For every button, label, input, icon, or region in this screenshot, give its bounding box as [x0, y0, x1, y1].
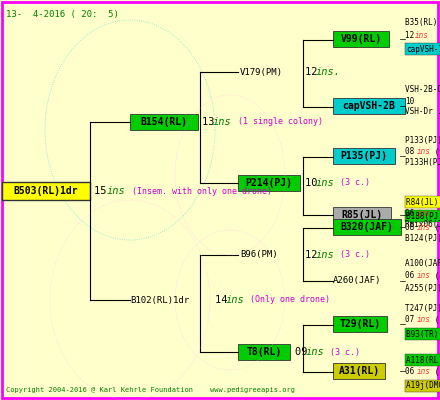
Text: ins: ins	[306, 347, 325, 357]
Text: VSH-Dr .08G0 -VSH-Pool-AR: VSH-Dr .08G0 -VSH-Pool-AR	[405, 108, 440, 116]
Text: B320(JAF): B320(JAF)	[341, 222, 393, 232]
Text: R84(JL) .04: R84(JL) .04	[406, 198, 440, 206]
Text: (Insem. with only one drone): (Insem. with only one drone)	[122, 186, 272, 196]
FancyBboxPatch shape	[405, 43, 440, 55]
Text: B35(RL) .11: B35(RL) .11	[405, 18, 440, 26]
Text: T8(RL): T8(RL)	[246, 347, 282, 357]
FancyBboxPatch shape	[130, 114, 198, 130]
Text: B102(RL)1dr: B102(RL)1dr	[130, 296, 189, 304]
FancyBboxPatch shape	[238, 175, 300, 191]
Text: 10: 10	[305, 178, 324, 188]
Text: 06: 06	[405, 368, 419, 376]
Text: ins: ins	[107, 186, 126, 196]
Text: 06: 06	[405, 272, 419, 280]
FancyBboxPatch shape	[333, 207, 391, 223]
Text: A118(RL) .04: A118(RL) .04	[406, 356, 440, 364]
Text: P135(PJ): P135(PJ)	[341, 151, 388, 161]
Text: Copyright 2004-2016 @ Karl Kehrle Foundation    www.pedigreeapis.org: Copyright 2004-2016 @ Karl Kehrle Founda…	[6, 387, 295, 393]
Text: 13: 13	[202, 117, 221, 127]
Text: P133H(PJ) .053 -PrimGreen00: P133H(PJ) .053 -PrimGreen00	[405, 158, 440, 168]
Text: ins: ins	[417, 316, 431, 324]
Text: 12: 12	[405, 30, 419, 40]
FancyBboxPatch shape	[333, 148, 395, 164]
Text: ins: ins	[417, 148, 431, 156]
Text: A100(JAF) .04G3 -Bayburt98-3: A100(JAF) .04G3 -Bayburt98-3	[405, 260, 440, 268]
Text: ins: ins	[417, 224, 431, 232]
Text: 08: 08	[405, 148, 419, 156]
Text: ins: ins	[417, 272, 431, 280]
FancyBboxPatch shape	[405, 380, 440, 392]
Text: P133(PJ) .05G3 -PrimGreen00: P133(PJ) .05G3 -PrimGreen00	[405, 136, 440, 144]
Text: ins.: ins.	[316, 67, 341, 77]
Text: (3 c.): (3 c.)	[330, 250, 370, 260]
Text: 08: 08	[405, 224, 419, 232]
Text: (some sister colonies): (some sister colonies)	[430, 316, 440, 324]
FancyBboxPatch shape	[405, 354, 440, 366]
Text: B93(TR) .04: B93(TR) .04	[406, 330, 440, 338]
Text: A255(PJ) .02: A255(PJ) .02	[405, 284, 440, 292]
Text: 07: 07	[405, 316, 419, 324]
Text: VSH-2B-Q .09: VSH-2B-Q .09	[405, 84, 440, 94]
Text: A260(JAF): A260(JAF)	[333, 276, 381, 286]
FancyBboxPatch shape	[333, 31, 389, 47]
FancyBboxPatch shape	[405, 210, 440, 222]
FancyBboxPatch shape	[333, 98, 405, 114]
Text: T247(PJ) .05: T247(PJ) .05	[405, 304, 440, 312]
Text: B503(RL)1dr: B503(RL)1dr	[14, 186, 78, 196]
FancyBboxPatch shape	[405, 196, 440, 208]
Text: (some sister colonies): (some sister colonies)	[430, 368, 440, 376]
Text: 06: 06	[405, 208, 419, 218]
Text: (3 c.): (3 c.)	[330, 178, 370, 188]
FancyBboxPatch shape	[238, 344, 290, 360]
FancyBboxPatch shape	[2, 182, 90, 200]
Text: (9 sister colonies): (9 sister colonies)	[430, 148, 440, 156]
Text: 10: 10	[405, 96, 414, 106]
Text: ins: ins	[316, 178, 335, 188]
Text: Rmix06(JL) .02: Rmix06(JL) .02	[405, 220, 440, 228]
Text: (8 sister colonies): (8 sister colonies)	[430, 224, 440, 232]
Text: (3 c.): (3 c.)	[320, 348, 360, 356]
Text: capVSH-2B: capVSH-2B	[343, 101, 396, 111]
Text: 09: 09	[295, 347, 314, 357]
Text: R85(JL): R85(JL)	[341, 210, 382, 220]
Text: 13-  4-2016 ( 20:  5): 13- 4-2016 ( 20: 5)	[6, 10, 119, 19]
Text: T29(RL): T29(RL)	[339, 319, 381, 329]
Text: A19j(DMC) .02: A19j(DMC) .02	[406, 382, 440, 390]
Text: V99(RL): V99(RL)	[341, 34, 381, 44]
Text: 12: 12	[305, 67, 324, 77]
Text: ins: ins	[316, 250, 335, 260]
Text: A31(RL): A31(RL)	[338, 366, 380, 376]
Text: 12: 12	[305, 250, 324, 260]
Text: 14: 14	[215, 295, 234, 305]
Text: (8 sister colonies): (8 sister colonies)	[430, 272, 440, 280]
Text: ins: ins	[226, 295, 245, 305]
Text: B96(PM): B96(PM)	[240, 250, 278, 260]
Text: P214(PJ): P214(PJ)	[246, 178, 293, 188]
Text: (Only one drone): (Only one drone)	[240, 296, 330, 304]
Text: B124(PJ) .05G14 -AthosStΦ0R: B124(PJ) .05G14 -AthosStΦ0R	[405, 234, 440, 244]
Text: capVSH-1A: capVSH-1A	[406, 44, 440, 54]
Text: ins: ins	[213, 117, 232, 127]
FancyBboxPatch shape	[405, 328, 440, 340]
Text: ins: ins	[415, 30, 429, 40]
FancyBboxPatch shape	[333, 363, 385, 379]
FancyBboxPatch shape	[333, 316, 387, 332]
Text: ins: ins	[417, 208, 431, 218]
Text: B188(PJ) .06G14 -AthosStΦ0R: B188(PJ) .06G14 -AthosStΦ0R	[406, 212, 440, 220]
FancyBboxPatch shape	[333, 219, 401, 235]
Text: ins: ins	[417, 368, 431, 376]
Text: 15: 15	[94, 186, 113, 196]
Text: V179(PM): V179(PM)	[240, 68, 283, 76]
Text: B154(RL): B154(RL)	[140, 117, 187, 127]
Text: (1 single colony): (1 single colony)	[228, 118, 323, 126]
